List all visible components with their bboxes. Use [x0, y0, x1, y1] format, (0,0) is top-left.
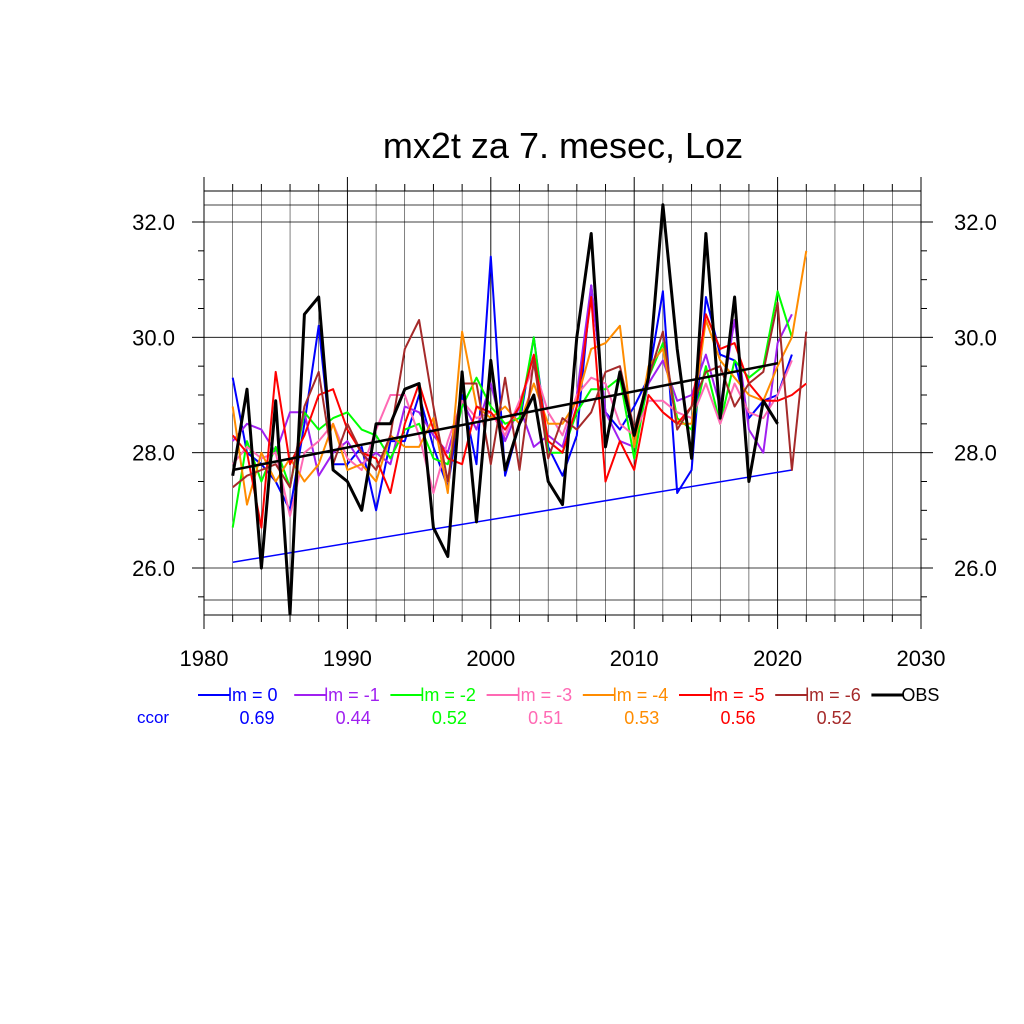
y-tick-label-right: 28.0: [954, 441, 997, 466]
legend-label: lm = -1: [324, 685, 380, 705]
legend-item: lm = -5 0.56: [679, 685, 765, 728]
legend-label: OBS: [901, 685, 939, 705]
x-tick-label: 2020: [753, 646, 802, 671]
chart-title: mx2t za 7. mesec, Loz: [383, 125, 743, 166]
series-line-5: [231, 296, 807, 529]
legend-item: lm = -3 0.51: [486, 685, 573, 728]
series-line-3: [231, 360, 793, 518]
series-line-6: [232, 301, 808, 489]
legend-ccor-value: 0.52: [432, 708, 467, 728]
legend-item: lm = -2 0.52: [390, 685, 476, 728]
series-line-0: [231, 255, 793, 512]
y-tick-label: 30.0: [132, 325, 175, 350]
legend-item: lm = -1 0.44: [294, 685, 380, 728]
legend-label: lm = -5: [709, 685, 765, 705]
legend-label: lm = -3: [517, 685, 573, 705]
legend-label: lm = 0: [228, 685, 278, 705]
legend-ccor-value: 0.53: [624, 708, 659, 728]
legend-item: OBS: [871, 685, 939, 705]
legend-label: lm = -6: [805, 685, 861, 705]
legend-ccor-value: 0.56: [720, 708, 755, 728]
y-tick-label: 26.0: [132, 556, 175, 581]
legend-label: lm = -4: [613, 685, 669, 705]
plot-frame: [203, 190, 922, 616]
ccor-label: ccor: [137, 708, 169, 727]
legend-item: lm = -4 0.53: [582, 685, 669, 728]
axis-ticks: 1980 1990 2000 2010 2020 2030 26.0 26.0 28.0 28.0…: [132, 177, 997, 671]
grid: [204, 191, 921, 615]
legend-item: lm = -6 0.52: [775, 685, 861, 728]
y-tick-label-right: 30.0: [954, 325, 997, 350]
y-tick-label: 28.0: [132, 441, 175, 466]
x-tick-label: 2000: [466, 646, 515, 671]
trend-line-0: [232, 469, 793, 563]
trend-line-7: [232, 362, 778, 472]
legend-label: lm = -2: [420, 685, 476, 705]
series-lines: [231, 203, 808, 616]
series-line-7: [231, 203, 779, 616]
legend-ccor-value: 0.51: [528, 708, 563, 728]
legend-ccor-value: 0.69: [239, 708, 274, 728]
y-tick-label-right: 26.0: [954, 556, 997, 581]
legend-ccor-value: 0.44: [336, 708, 371, 728]
y-tick-label-right: 32.0: [954, 210, 997, 235]
legend: lm = 0 0.69 lm = -1 0.44 lm = -2 0.52 lm = -3 0…: [198, 685, 939, 728]
y-tick-label: 32.0: [132, 210, 175, 235]
x-tick-label: 2030: [897, 646, 946, 671]
legend-ccor-value: 0.52: [817, 708, 852, 728]
x-tick-label: 1980: [180, 646, 229, 671]
legend-item: lm = 0 0.69: [198, 685, 278, 728]
x-tick-label: 2010: [610, 646, 659, 671]
x-tick-label: 1990: [323, 646, 372, 671]
